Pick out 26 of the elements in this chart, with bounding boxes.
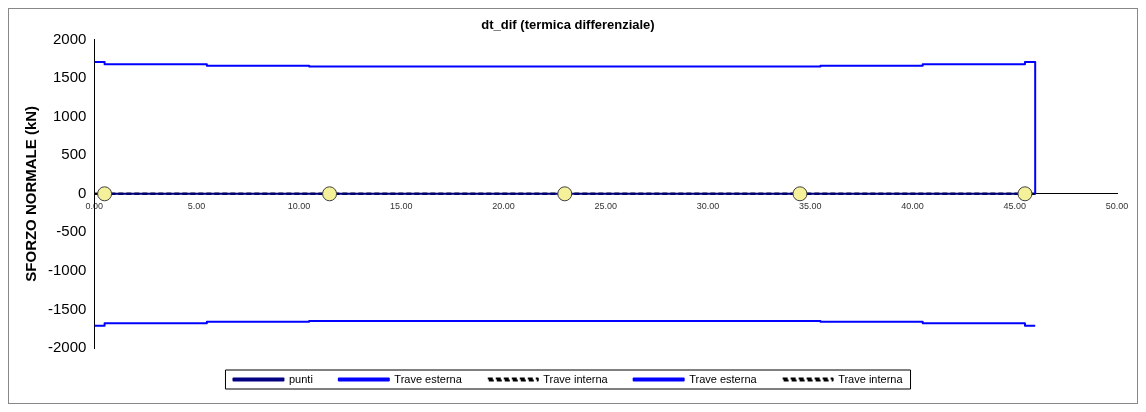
legend-label: Trave esterna xyxy=(689,372,758,385)
x-tick-label: 50.00 xyxy=(1105,200,1129,211)
y-tick-label: -2000 xyxy=(47,338,87,356)
y-tick-label: 1500 xyxy=(52,68,87,86)
x-tick-label: 30.00 xyxy=(696,200,720,211)
legend-label: punti xyxy=(288,372,313,385)
y-tick-label: 2000 xyxy=(52,29,87,47)
legend-label: Trave interna xyxy=(838,372,904,385)
x-tick-label: 10.00 xyxy=(287,200,311,211)
y-tick-label: -500 xyxy=(56,222,87,240)
legend-label: Trave esterna xyxy=(394,372,463,385)
x-tick-label: 20.00 xyxy=(492,200,515,211)
x-tick-label: 45.00 xyxy=(1003,200,1026,211)
x-tick-label: 40.00 xyxy=(901,200,924,211)
y-tick-label: -1000 xyxy=(47,261,87,279)
y-tick-label: 0 xyxy=(78,183,87,201)
y-axis-title: SFORZO NORMALE (kN) xyxy=(22,105,40,282)
x-tick-label: 5.00 xyxy=(187,200,206,211)
x-tick-label: 25.00 xyxy=(594,200,617,211)
y-tick-label: -1500 xyxy=(47,299,87,317)
legend-label: Trave interna xyxy=(543,372,609,385)
x-tick-label: 35.00 xyxy=(798,200,822,211)
x-tick-label: 15.00 xyxy=(389,200,413,211)
y-tick-label: 500 xyxy=(61,145,87,163)
chart-title: dt_dif (termica differenziale) xyxy=(481,17,655,33)
y-tick-label: 1000 xyxy=(52,106,87,124)
